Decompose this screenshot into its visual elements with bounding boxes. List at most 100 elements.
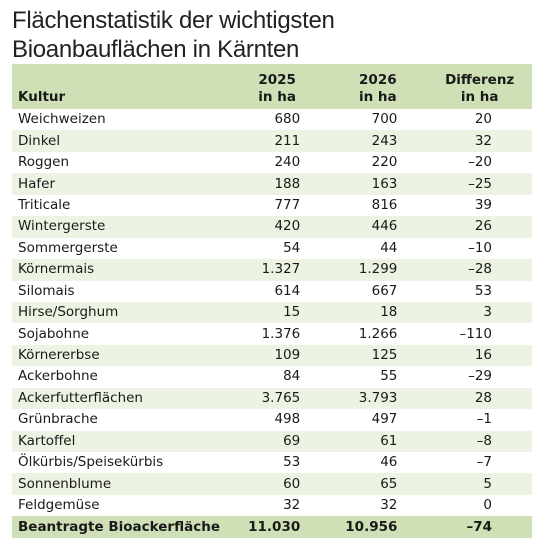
cell: –10	[468, 239, 492, 256]
cell: 614	[274, 282, 301, 299]
cell: 16	[427, 344, 532, 367]
table-row: Feldgemüse 32 32 0	[12, 495, 532, 516]
cell: Sommergerste	[18, 239, 118, 256]
cell: 39	[474, 196, 492, 213]
table-row: Hirse/Sorghum 15 18 3	[12, 301, 532, 324]
column-header: Kultur	[12, 64, 226, 109]
title-line: Bioanbauflächen in Kärnten	[12, 36, 300, 63]
header-text: 2026	[359, 72, 397, 88]
table: Kultur 2025 in ha 2026 in ha Differenz in ha We…	[12, 64, 532, 538]
column-header: Differenz in ha	[427, 64, 532, 109]
cell: –29	[468, 368, 492, 385]
cell: Beantragte Bioackerfläche	[12, 516, 226, 538]
cell: Silomais	[18, 282, 75, 299]
cell: –20	[468, 154, 492, 171]
cell: 0	[483, 497, 492, 514]
cell: Körnermais	[12, 259, 226, 281]
cell: 69	[225, 430, 329, 452]
cell: Triticale	[18, 196, 71, 213]
cell: –7	[476, 454, 492, 471]
table-row: Ackerbohne 84 55 –29	[12, 366, 532, 387]
table-row: Körnermais 1.327 1.299 –28	[12, 259, 532, 281]
cell: –25	[427, 173, 532, 195]
column-header: 2025 in ha	[225, 64, 329, 109]
table-row: Beantragte Bioackerfläche 11.030 10.956 –74	[12, 516, 532, 538]
cell: 3	[427, 301, 532, 324]
table-row: Kartoffel 69 61 –8	[12, 430, 532, 452]
header-row: Kultur 2025 in ha 2026 in ha Differenz in ha	[12, 64, 532, 109]
cell: 777	[274, 196, 301, 213]
cell: 15	[225, 301, 329, 324]
cell: 109	[225, 344, 329, 367]
cell: 20	[474, 111, 492, 128]
table-row: Silomais 614 667 53	[12, 281, 532, 302]
cell: Hirse/Sorghum	[12, 301, 226, 324]
header-text: Kultur	[18, 89, 66, 105]
table-row: Ölkürbis/Speisekürbis 53 46 –7	[12, 452, 532, 473]
header-text: Differenz	[445, 72, 515, 88]
cell: Roggen	[18, 154, 70, 171]
table-row: Wintergerste 420 446 26	[12, 216, 532, 238]
cell: 55	[380, 368, 398, 385]
table-row: Grünbrache 498 497 –1	[12, 409, 532, 430]
title-line: Flächenstatistik der wichtigsten	[12, 7, 335, 34]
cell: 54	[283, 239, 301, 256]
cell: 243	[328, 130, 428, 152]
cell: 1.266	[358, 325, 398, 342]
table-row: Sonnenblume 60 65 5	[12, 473, 532, 495]
cell: 3.793	[328, 387, 428, 410]
cell: 5	[427, 473, 532, 495]
cell: 26	[427, 216, 532, 238]
cell: 46	[380, 454, 398, 471]
cell: Hafer	[12, 173, 226, 195]
header-text: in ha	[460, 89, 499, 105]
cell: –74	[427, 516, 532, 538]
cell: 84	[283, 368, 301, 385]
cell: 211	[225, 130, 329, 152]
title: Flächenstatistik der wichtigsten Bioanbau…	[12, 6, 335, 64]
cell: 44	[380, 239, 398, 256]
cell: 816	[371, 196, 398, 213]
cell: 1.299	[328, 259, 428, 281]
table-row: Ackerfutterflächen 3.765 3.793 28	[12, 387, 532, 410]
cell: Sonnenblume	[12, 473, 226, 495]
table-row: Sommergerste 54 44 –10	[12, 238, 532, 259]
table-row: Weichweizen 680 700 20	[12, 109, 532, 130]
cell: 28	[427, 387, 532, 410]
cell: Wintergerste	[12, 216, 226, 238]
table-row: Körnererbse 109 125 16	[12, 344, 532, 367]
cell: 61	[328, 430, 428, 452]
cell: 53	[283, 454, 301, 471]
cell: Ackerbohne	[18, 368, 98, 385]
cell: Ackerfutterflächen	[12, 387, 226, 410]
cell: 60	[225, 473, 329, 495]
cell: 498	[274, 411, 301, 428]
cell: 32	[427, 130, 532, 152]
cell: 497	[371, 411, 398, 428]
table-row: Sojabohne 1.376 1.266 –110	[12, 323, 532, 344]
table-row: Dinkel 211 243 32	[12, 130, 532, 152]
cell: 10.956	[328, 516, 428, 538]
cell: 220	[371, 154, 398, 171]
header-text: in ha	[358, 89, 397, 105]
cell: 188	[225, 173, 329, 195]
cell: Körnererbse	[12, 344, 226, 367]
header-text: 2025	[258, 72, 296, 88]
cell: 420	[225, 216, 329, 238]
cell: 680	[274, 111, 301, 128]
cell: 1.376	[261, 325, 301, 342]
cell: 667	[371, 282, 398, 299]
cell: 700	[371, 111, 398, 128]
cell: 32	[283, 497, 301, 514]
cell: 53	[474, 282, 492, 299]
table-row: Triticale 777 816 39	[12, 195, 532, 216]
cell: Grünbrache	[18, 411, 98, 428]
cell: 18	[328, 301, 428, 324]
cell: 240	[274, 154, 301, 171]
table-row: Hafer 188 163 –25	[12, 173, 532, 195]
cell: –28	[427, 259, 532, 281]
cell: Dinkel	[12, 130, 226, 152]
cell: –1	[476, 411, 492, 428]
cell: Weichweizen	[18, 111, 106, 128]
